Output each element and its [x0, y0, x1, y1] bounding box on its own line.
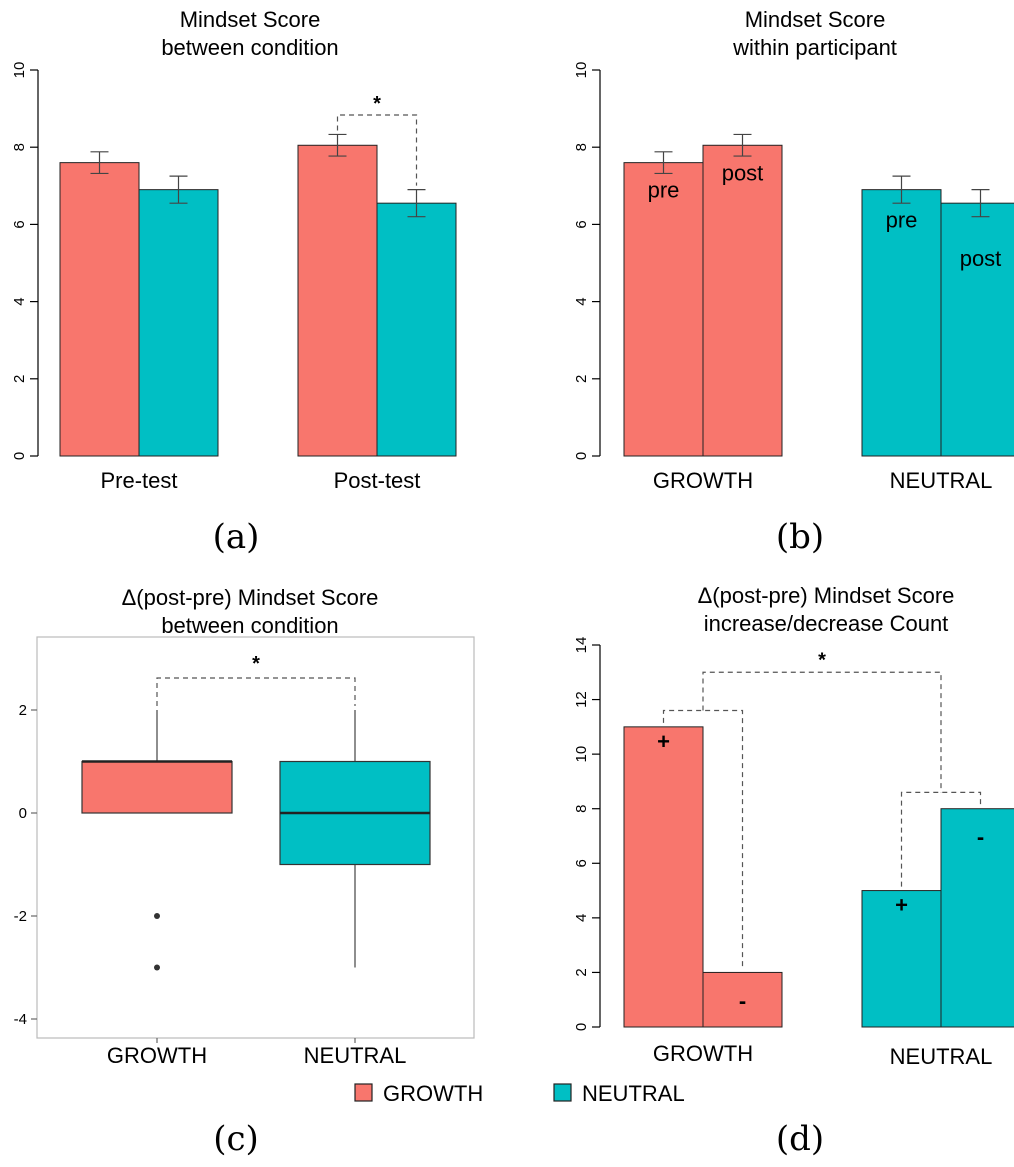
panel-c-box-growth	[81, 760, 233, 814]
panel-b-bar-label: post	[722, 160, 764, 185]
panel-d-y-tick-label: 2	[573, 968, 590, 976]
panel-d-bar-growth-minus	[702, 971, 783, 1028]
panel-b-y-tick-label: 8	[573, 143, 590, 151]
panel-d-label: (d)	[776, 1119, 824, 1159]
panel-c-title-line-1: Δ(post-pre) Mindset Score	[122, 585, 379, 610]
panel-b-bar-pre	[861, 189, 942, 457]
panel-b-y-tick-label: 2	[573, 375, 590, 383]
legend-swatch-growth	[354, 1083, 373, 1102]
panel-c-title-line-2: between condition	[161, 613, 338, 638]
panel-a-bar-neutral	[376, 202, 457, 457]
panel-a-y-tick-label: 2	[11, 375, 28, 383]
panel-c-y-tick-label: 2	[19, 702, 27, 719]
panel-d-title-line-2: increase/decrease Count	[704, 611, 949, 636]
panel-b-bar-label: pre	[648, 178, 680, 203]
panel-a-bar-growth	[297, 144, 378, 457]
panel-c-y-tick-label: 0	[19, 805, 27, 822]
panel-d-y-tick-label: 0	[573, 1023, 590, 1031]
panel-b-title-line-2: within participant	[732, 35, 897, 60]
panel-d-bar-growth-plus	[623, 726, 704, 1028]
panel-c-label: (c)	[213, 1119, 259, 1159]
panel-d-y-tick-label: 8	[573, 805, 590, 813]
panel-d-bar-label-minus: -	[977, 825, 984, 850]
panel-c-outlier-point	[154, 964, 160, 971]
panel-b-y-tick-label: 10	[573, 62, 590, 79]
panel-d-significance-star: *	[818, 649, 826, 671]
panel-d-between-bracket	[702, 671, 942, 793]
panel-d-neutral-bracket	[900, 791, 982, 887]
legend-swatch-neutral	[553, 1083, 572, 1102]
panel-d-title-line-1: Δ(post-pre) Mindset Score	[698, 583, 955, 608]
panel-d-bar-neutral-minus	[940, 808, 1014, 1028]
panel-a-significance-star: *	[373, 93, 381, 115]
panel-b-bar-label: pre	[886, 208, 918, 233]
panel-d-bar-neutral-plus	[861, 890, 942, 1028]
panel-c-significance-star: *	[252, 653, 260, 675]
panel-a-bar-neutral	[138, 189, 219, 457]
panel-a-label: (a)	[213, 517, 260, 557]
panel-b-category-label: NEUTRAL	[890, 468, 993, 493]
panel-a-y-tick-label: 6	[11, 220, 28, 228]
panel-c-y-tick-label: -2	[14, 908, 27, 925]
panel-b-y-tick-label: 6	[573, 220, 590, 228]
panel-b-title-line-1: Mindset Score	[745, 7, 886, 32]
panel-b-bar-pre	[623, 162, 704, 457]
panel-d-growth-bracket	[662, 709, 744, 969]
panel-c-category-label: GROWTH	[107, 1043, 207, 1068]
panel-a-y-tick-label: 4	[11, 297, 28, 305]
panel-a-y-tick-label: 8	[11, 143, 28, 151]
panel-d-bar-label-plus: +	[657, 729, 670, 754]
panel-a-y-tick-label: 0	[11, 452, 28, 460]
panel-d-y-tick-label: 14	[573, 637, 590, 654]
panel-d-y-tick-label: 4	[573, 914, 590, 922]
panel-a-bar-growth	[59, 162, 140, 457]
panel-d-category-label: GROWTH	[653, 1041, 753, 1066]
panel-c-category-label: NEUTRAL	[304, 1043, 407, 1068]
panel-a-category-label: Pre-test	[100, 468, 177, 493]
panel-c-significance-bracket	[156, 677, 356, 706]
panel-b-label: (b)	[776, 517, 824, 557]
panel-d-bar-label-plus: +	[895, 893, 908, 918]
panel-b-y-tick-label: 4	[573, 297, 590, 305]
panel-d-y-tick-label: 12	[573, 691, 590, 708]
panel-c-outlier-point	[154, 913, 160, 919]
panel-d-bar-label-minus: -	[739, 988, 746, 1013]
panel-d-y-tick-label: 6	[573, 859, 590, 867]
panel-b-category-label: GROWTH	[653, 468, 753, 493]
legend-label-neutral: NEUTRAL	[582, 1081, 685, 1106]
panel-b-bar-label: post	[960, 246, 1002, 271]
panel-c-y-tick-label: -4	[14, 1011, 27, 1028]
legend-label-growth: GROWTH	[383, 1081, 483, 1106]
panel-a-y-tick-label: 10	[11, 62, 28, 79]
panel-a-title-line-1: Mindset Score	[180, 7, 321, 32]
panel-b-bar-post	[702, 144, 783, 457]
panel-a-significance-bracket	[336, 114, 418, 186]
panel-b-bar-post	[940, 202, 1014, 457]
panel-a-title-line-2: between condition	[161, 35, 338, 60]
panel-d-y-tick-label: 10	[573, 746, 590, 763]
panel-a-category-label: Post-test	[334, 468, 421, 493]
panel-d-category-label: NEUTRAL	[890, 1044, 993, 1069]
panel-b-y-tick-label: 0	[573, 452, 590, 460]
